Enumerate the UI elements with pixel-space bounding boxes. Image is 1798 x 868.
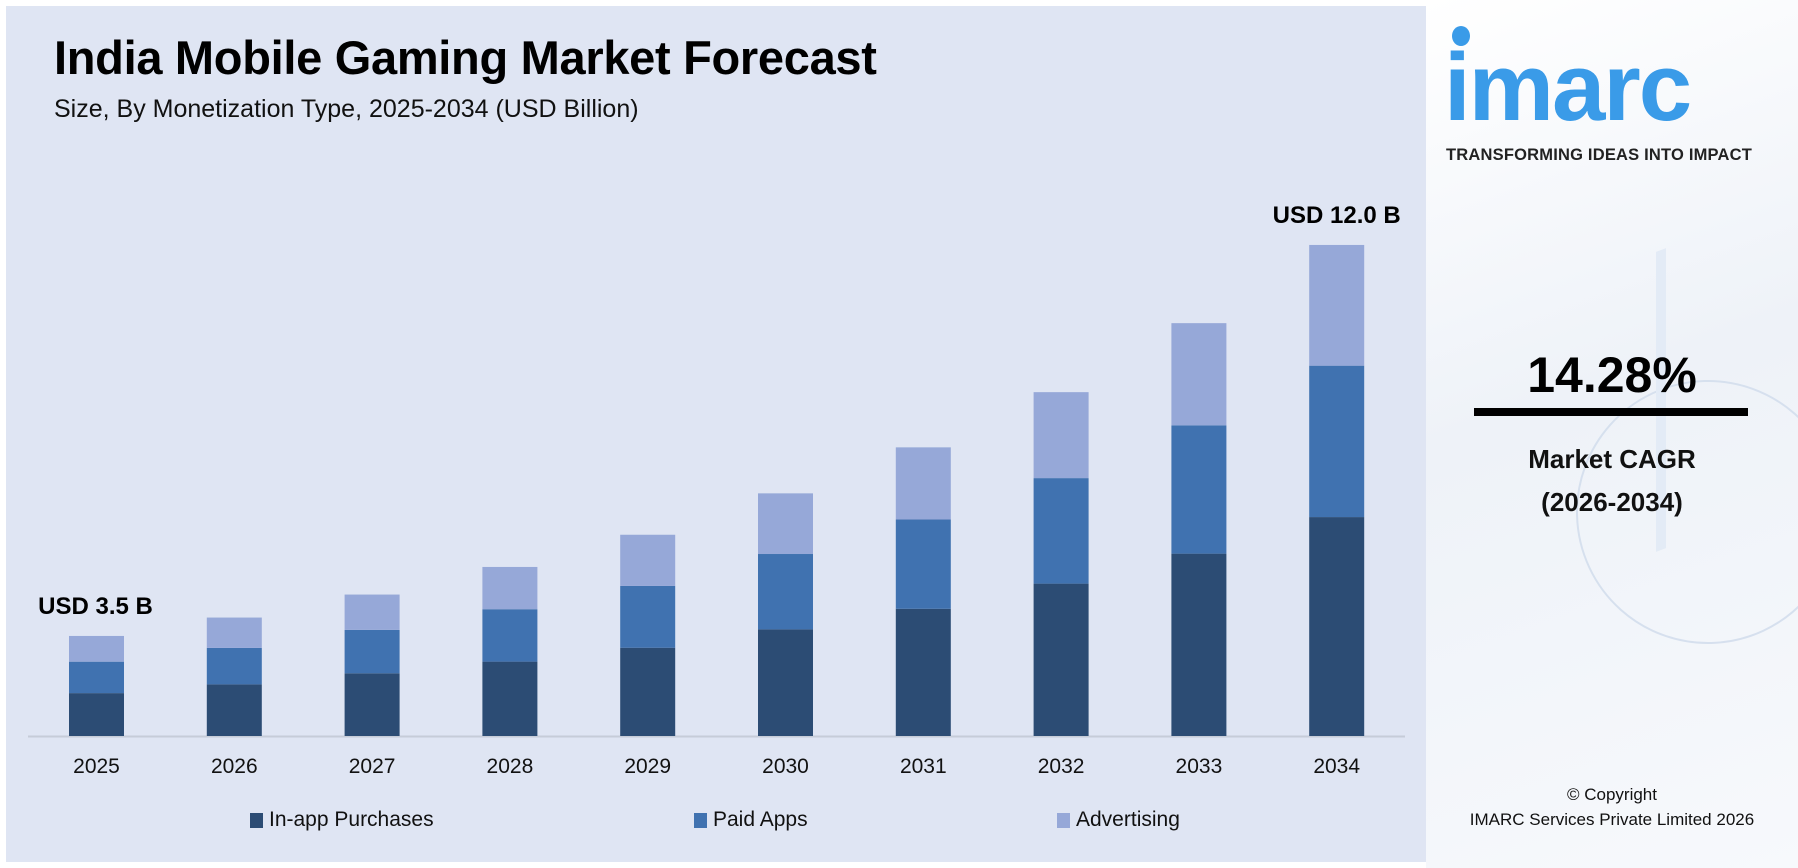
data-label: USD 3.5 B xyxy=(38,593,153,620)
bar-segment-advertising-2034 xyxy=(1309,244,1365,366)
bar-segment-in-app-purchases-2026 xyxy=(206,684,262,736)
data-label: USD 12.0 B xyxy=(1273,202,1401,229)
bar-segment-advertising-2028 xyxy=(482,566,538,610)
bar-segment-in-app-purchases-2025 xyxy=(69,693,124,736)
bar-segment-paid-apps-2026 xyxy=(206,647,262,685)
bar-segment-in-app-purchases-2034 xyxy=(1309,517,1365,736)
x-tick-label: 2029 xyxy=(624,755,671,778)
bar-segment-advertising-2029 xyxy=(620,534,676,586)
bar-segment-paid-apps-2030 xyxy=(758,554,813,630)
imarc-logo-dot xyxy=(1452,26,1470,46)
bar-segment-in-app-purchases-2030 xyxy=(758,629,813,736)
bar-segment-in-app-purchases-2032 xyxy=(1033,583,1089,736)
x-tick-label: 2031 xyxy=(900,755,947,778)
bar-segment-advertising-2033 xyxy=(1171,323,1227,426)
bar-segment-advertising-2032 xyxy=(1033,392,1089,479)
copyright: © Copyright IMARC Services Private Limit… xyxy=(1426,782,1798,832)
imarc-logo: imarc xyxy=(1444,34,1692,141)
stacked-bar-chart: 2025 USD 3.5 B 2026 2027 2028 2029 2030 2031 203… xyxy=(28,202,1405,778)
bar-segment-paid-apps-2029 xyxy=(620,585,676,648)
x-tick-label: 2027 xyxy=(349,755,396,778)
bar-segment-paid-apps-2025 xyxy=(69,661,124,694)
legend-item-advertising: Advertising xyxy=(1057,808,1180,832)
divider xyxy=(1474,408,1748,416)
x-tick-label: 2030 xyxy=(762,755,809,778)
bar-segment-paid-apps-2027 xyxy=(344,629,400,674)
info-panel xyxy=(1426,0,1798,868)
legend-label: Advertising xyxy=(1076,808,1180,831)
cagr-label: Market CAGR (2026-2034) xyxy=(1426,438,1798,524)
legend-item-in-app-purchases: In-app Purchases xyxy=(250,808,434,832)
bar-segment-paid-apps-2028 xyxy=(482,609,538,662)
bar-segment-in-app-purchases-2027 xyxy=(344,673,400,736)
copyright-company: IMARC Services Private Limited 2026 xyxy=(1469,810,1755,829)
legend-swatch xyxy=(250,812,263,828)
bar-segment-advertising-2030 xyxy=(758,493,813,555)
legend-label: Paid Apps xyxy=(713,808,808,831)
legend-item-paid-apps: Paid Apps xyxy=(694,808,808,832)
x-tick-label: 2033 xyxy=(1176,755,1223,778)
legend-label: In-app Purchases xyxy=(269,808,434,831)
x-tick-label: 2032 xyxy=(1038,755,1085,778)
bar-segment-in-app-purchases-2031 xyxy=(895,608,951,736)
bar-segment-in-app-purchases-2029 xyxy=(620,647,676,736)
x-tick-label: 2028 xyxy=(487,755,534,778)
bar-segment-paid-apps-2032 xyxy=(1033,478,1089,584)
bar-segment-paid-apps-2033 xyxy=(1171,425,1227,554)
bar-segment-advertising-2027 xyxy=(344,594,400,630)
copyright-label: © Copyright xyxy=(1566,785,1657,804)
bar-segment-advertising-2031 xyxy=(895,447,951,520)
cagr-value: 14.28% xyxy=(1527,347,1697,403)
x-tick-label: 2025 xyxy=(73,755,120,778)
bar-segment-advertising-2026 xyxy=(206,617,262,648)
brand-tagline: TRANSFORMING IDEAS INTO IMPACT xyxy=(1446,146,1753,164)
bar-segment-in-app-purchases-2033 xyxy=(1171,553,1227,736)
x-tick-label: 2034 xyxy=(1313,755,1360,778)
legend-swatch xyxy=(694,812,707,828)
bar-segment-in-app-purchases-2028 xyxy=(482,661,538,736)
page-title: India Mobile Gaming Market Forecast xyxy=(54,31,877,84)
x-tick-label: 2026 xyxy=(211,755,258,778)
cagr-label-line2: (2026-2034) xyxy=(1541,487,1683,517)
chart-subtitle: Size, By Monetization Type, 2025-2034 (U… xyxy=(54,95,639,123)
bar-segment-paid-apps-2034 xyxy=(1309,365,1365,518)
bar-segment-advertising-2025 xyxy=(69,635,124,662)
cagr-label-line1: Market CAGR xyxy=(1528,444,1696,474)
bar-segment-paid-apps-2031 xyxy=(895,519,951,609)
legend-swatch xyxy=(1057,812,1070,828)
